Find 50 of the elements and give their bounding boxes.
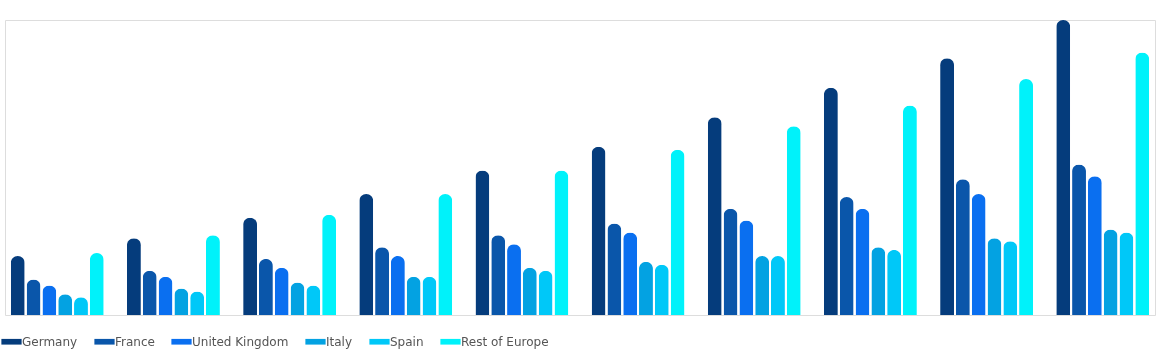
bar xyxy=(1103,229,1118,315)
bar xyxy=(855,208,870,315)
bar xyxy=(707,117,722,315)
bar xyxy=(475,170,490,315)
bar xyxy=(739,220,754,315)
bar xyxy=(1019,79,1034,315)
bar xyxy=(1119,232,1134,315)
bar xyxy=(522,267,537,315)
bar xyxy=(770,256,785,315)
bar xyxy=(971,194,986,315)
bar xyxy=(887,250,902,315)
legend-label: Spain xyxy=(390,334,424,349)
bar xyxy=(871,247,886,315)
legend-label: Italy xyxy=(326,334,353,349)
legend-label: Rest of Europe xyxy=(461,334,549,349)
bar xyxy=(654,264,669,315)
bar xyxy=(670,149,685,315)
legend-label: Germany xyxy=(22,334,78,349)
bar xyxy=(1056,20,1071,315)
bar xyxy=(274,267,289,315)
bar xyxy=(623,232,638,315)
bar xyxy=(205,235,220,315)
bar xyxy=(554,170,569,315)
bar xyxy=(987,238,1002,315)
bar xyxy=(491,235,506,315)
bar xyxy=(723,208,738,315)
legend-label: United Kingdom xyxy=(192,334,289,349)
bar xyxy=(591,146,606,315)
bar xyxy=(438,194,453,315)
bar xyxy=(243,217,258,315)
bar xyxy=(258,258,273,315)
bar xyxy=(902,105,917,315)
bar xyxy=(1087,176,1102,315)
legend-label: France xyxy=(115,334,155,349)
bar xyxy=(607,223,622,315)
bar xyxy=(940,58,955,315)
bar xyxy=(1003,241,1018,315)
bar xyxy=(755,256,770,315)
bar xyxy=(375,247,390,315)
bar xyxy=(390,256,405,315)
bar xyxy=(89,253,104,315)
bar xyxy=(823,87,838,315)
bar xyxy=(839,197,854,315)
bar xyxy=(126,238,141,315)
bar xyxy=(10,256,25,315)
bar xyxy=(955,179,970,315)
bar xyxy=(1135,52,1150,315)
bar xyxy=(322,214,337,315)
bar xyxy=(359,194,374,315)
bar xyxy=(786,126,801,315)
